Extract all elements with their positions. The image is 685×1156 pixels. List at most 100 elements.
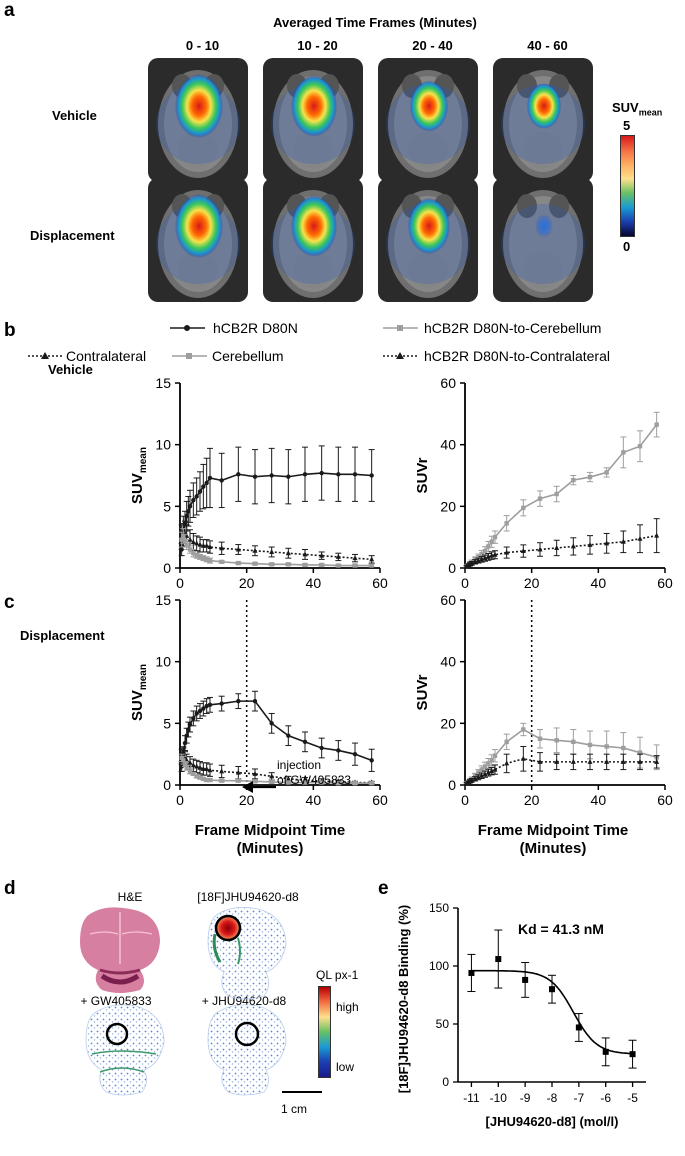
data-point [336,748,341,753]
series-c-right-0 [463,722,660,786]
pet-image-r2-c2 [263,178,363,302]
data-point [479,772,485,778]
data-point [637,758,643,764]
ytick-label: 0 [442,1075,449,1089]
data-point [369,473,374,478]
data-point [269,721,274,726]
legend-item-cerebellum: Cerebellum [172,348,284,364]
data-point [654,532,660,538]
ytick-label: 15 [155,375,171,391]
data-point [191,716,196,721]
ylabel-b-right: SUVr [414,457,431,493]
data-point [204,777,209,783]
frame-label-2: 10 - 20 [297,38,338,53]
data-point [537,496,543,501]
data-point [201,706,206,711]
series-b-right-0 [463,411,660,569]
data-point [179,537,184,542]
legend-text-cerebellum: Cerebellum [212,348,284,364]
data-point [187,759,193,765]
injection-annotation-line1: injection [277,758,322,772]
pet-image-r1-c1 [148,58,248,182]
pet-image-r2-c4 [493,178,593,302]
row-label-displacement: Displacement [30,228,115,243]
data-point [587,541,593,547]
data-point [252,779,258,784]
data-point [554,544,560,550]
data-point [252,474,258,479]
data-point [352,780,358,786]
data-point [187,769,193,774]
ytick-label: 5 [163,715,171,731]
data-point [219,768,225,774]
ylabel-b-left: SUVmean [129,447,149,504]
ytick-label: 10 [155,654,171,670]
xtick-label: 20 [524,792,540,807]
suv-colorbar-min: 0 [623,239,631,254]
data-point [629,1051,636,1058]
data-point [489,539,494,544]
chart-b-right: 0 20 40 60 0 20 40 60 SUVr [414,375,673,590]
data-point [489,758,494,763]
panel-c-row-label: Displacement [20,628,105,643]
ql-colorbar-title: QL px-1 [316,968,359,982]
data-point [201,555,206,561]
data-point [637,444,643,449]
series-b-left-1 [178,515,375,564]
data-point [520,548,526,554]
legend-text-to-cerebellum: hCB2R D80N-to-Cerebellum [424,320,601,336]
data-point [219,545,225,551]
panel-label-d: d [4,878,16,899]
ytick-label: 40 [440,654,456,670]
injection-annotation-line2: of GW405833 [277,773,352,787]
data-point [482,548,488,554]
data-point [520,755,526,761]
data-point [181,758,186,763]
xtick-label: 60 [657,575,673,590]
data-point [197,775,203,780]
data-point [182,538,188,544]
data-point [495,956,502,963]
xtick-label: -9 [520,1091,531,1105]
xtick-label: 0 [461,792,469,807]
data-point [191,497,196,503]
data-point [486,761,491,766]
data-point [204,557,209,562]
ytick-label: 20 [440,498,456,514]
data-point [621,745,626,751]
chart-c-left: 0 5 10 15 0 20 40 60 SUVmean [129,592,388,807]
data-point [252,698,258,704]
series-line [466,757,657,785]
data-point [236,698,241,704]
data-point [369,758,374,763]
data-point [554,738,559,743]
data-point [352,555,358,561]
data-point [207,767,213,773]
data-point [620,758,626,764]
xtick-label: 40 [306,575,322,590]
chart-c-right: 0 20 40 60 0 20 40 60 SUVr [414,592,673,807]
ytick-label: 50 [436,1017,450,1031]
section-label-gw405833: + GW405833 [80,994,152,1008]
data-point [492,766,498,772]
data-point [537,736,543,741]
data-point [179,764,184,769]
ytick-label: 0 [163,560,171,576]
data-point [204,703,209,709]
data-point [219,559,224,565]
legend-item-to-contralateral: hCB2R D80N-to-Contralateral [383,348,610,364]
data-point [336,472,341,477]
axes-e: 0 50 100 150 -11 -10 -9 -8 -7 -6 -5 [429,901,646,1105]
data-point [197,764,203,770]
data-point [207,475,213,481]
data-point [286,733,291,738]
data-point [319,470,324,476]
series-line [180,472,372,550]
data-point [204,765,210,771]
ytick-label: 40 [440,437,456,453]
data-point [207,558,213,563]
chart-b-left: 0 5 10 15 0 20 40 60 SUVmean [129,375,388,590]
data-point [319,562,324,568]
data-point [335,553,341,559]
panel-b-row-label: Vehicle [48,362,93,377]
